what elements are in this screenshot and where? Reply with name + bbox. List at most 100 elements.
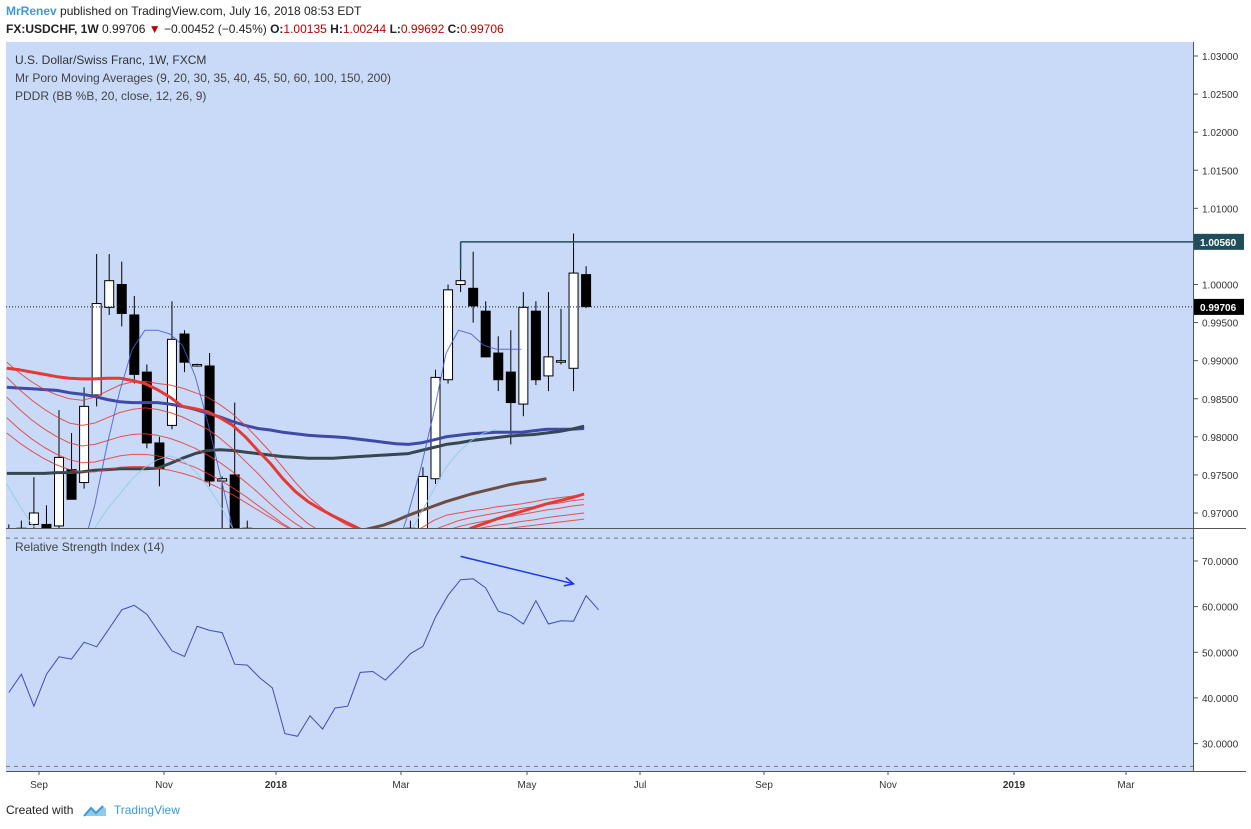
last-price-label: 0.99706	[1200, 303, 1237, 314]
price-tick-label: 1.02500	[1202, 90, 1239, 101]
candle-body	[518, 306, 529, 405]
last-price-tag	[1194, 298, 1244, 315]
candle[interactable]	[129, 295, 140, 384]
candle-body	[91, 303, 102, 396]
price-tick-label: 0.97500	[1202, 471, 1239, 482]
candle-body	[556, 360, 566, 363]
candle[interactable]	[54, 410, 64, 528]
low-label: L:	[389, 22, 401, 36]
tradingview-logo-icon	[82, 805, 106, 817]
candle-body	[443, 289, 454, 381]
candle-body	[79, 405, 90, 484]
price-tick-label: 1.01500	[1202, 166, 1239, 177]
price-tick-label: 1.03000	[1202, 52, 1239, 63]
candle-body	[480, 310, 491, 358]
rsi-line	[8, 578, 599, 737]
candle-body	[192, 363, 203, 367]
candle[interactable]	[116, 261, 127, 327]
moving-average-line	[365, 477, 547, 528]
rsi-tick-label: 30.0000	[1202, 740, 1239, 751]
candle-body	[417, 475, 428, 528]
price-tick-label: 1.00000	[1202, 281, 1239, 292]
candle[interactable]	[104, 254, 115, 315]
candle-body	[166, 338, 177, 426]
legend-pddr[interactable]: PDDR (BB %B, 20, close, 12, 26, 9)	[15, 89, 206, 103]
price-change: −0.00452 (−0.45%)	[163, 22, 267, 36]
moving-average-line	[6, 417, 585, 528]
candle-body	[543, 356, 554, 377]
candle[interactable]	[166, 301, 177, 430]
time-tick-label: Mar	[392, 780, 410, 791]
tradingview-brand-link[interactable]: TradingView	[113, 803, 180, 817]
resistance-price-label: 1.00560	[1200, 238, 1237, 249]
author-link[interactable]: MrRenev	[6, 4, 57, 18]
candle[interactable]	[581, 266, 592, 309]
legend-title: U.S. Dollar/Swiss Franc, 1W, FXCM	[15, 53, 206, 67]
candle-body	[116, 284, 127, 314]
rsi-tick-label: 60.0000	[1202, 603, 1239, 614]
candle[interactable]	[192, 363, 203, 367]
close-value: 0.99706	[460, 22, 504, 36]
high-label: H:	[330, 22, 343, 36]
candle[interactable]	[543, 292, 554, 392]
divergence-arrow-line[interactable]	[460, 555, 574, 585]
candle[interactable]	[493, 336, 504, 392]
candle-body	[568, 272, 579, 369]
candle[interactable]	[556, 308, 566, 365]
price-tick-label: 0.97000	[1202, 509, 1239, 520]
candle[interactable]	[91, 254, 102, 407]
candle[interactable]	[443, 284, 454, 384]
candle[interactable]	[530, 301, 541, 386]
candle-body	[179, 333, 190, 363]
candle-body	[104, 280, 115, 308]
candle[interactable]	[204, 353, 215, 487]
open-label: O:	[270, 22, 284, 36]
time-tick-label: Sep	[30, 780, 48, 791]
candle[interactable]	[141, 364, 152, 449]
price-tick-label: 1.02000	[1202, 128, 1239, 139]
rsi-title[interactable]: Relative Strength Index (14)	[15, 540, 164, 554]
resistance-price-tag	[1194, 233, 1244, 250]
time-tick-label: Sep	[755, 780, 773, 791]
low-value: 0.99692	[400, 22, 445, 36]
candle[interactable]	[480, 301, 491, 358]
price-tick-label: 0.99000	[1202, 357, 1239, 368]
candle-body	[204, 365, 215, 482]
open-value: 1.00135	[283, 22, 327, 36]
candle-body	[129, 314, 140, 375]
down-arrow-icon: ▼	[148, 22, 161, 36]
candle-body	[493, 352, 504, 381]
moving-average-line	[6, 366, 585, 528]
rsi-tick-label: 40.0000	[1202, 694, 1239, 705]
chart-area[interactable]: 1.03000 1.02500 1.02000 1.01500 1.01000 1.000…	[6, 42, 1246, 800]
ohlc-line: FX:USDCHF, 1W 0.99706 ▼ −0.00452 (−0.45%…	[6, 22, 504, 36]
candle-body	[28, 512, 39, 525]
candle[interactable]	[242, 520, 253, 551]
published-text: published on TradingView.com, July 16, 2…	[60, 4, 362, 18]
candle-body	[530, 310, 541, 381]
moving-average-line	[6, 377, 585, 528]
high-value: 1.00244	[342, 22, 387, 36]
candle-body	[468, 287, 479, 307]
moving-average-line	[6, 428, 497, 528]
candle[interactable]	[28, 477, 39, 551]
candle[interactable]	[518, 292, 529, 417]
moving-average-line	[6, 385, 585, 446]
axes: 1.03000 1.02500 1.02000 1.01500 1.01000 1.000…	[30, 52, 1244, 791]
moving-average-line	[6, 396, 585, 528]
legend-ma[interactable]: Mr Poro Moving Averages (9, 20, 30, 35, …	[15, 71, 391, 85]
candle[interactable]	[568, 233, 579, 392]
candle-body	[505, 371, 516, 404]
candle[interactable]	[417, 467, 428, 619]
rsi-plot	[6, 537, 1193, 767]
candle[interactable]	[430, 369, 441, 485]
publish-line: MrRenev published on TradingView.com, Ju…	[6, 4, 361, 18]
candle-body	[581, 274, 592, 308]
price-tick-label: 0.98000	[1202, 433, 1239, 444]
candle-body	[430, 376, 441, 480]
candle[interactable]	[468, 251, 479, 323]
candle-body	[229, 474, 240, 528]
time-tick-label: Mar	[1117, 780, 1135, 791]
price-chart-svg[interactable]: 1.03000 1.02500 1.02000 1.01500 1.01000 1.000…	[6, 42, 1246, 800]
candle[interactable]	[41, 505, 52, 558]
